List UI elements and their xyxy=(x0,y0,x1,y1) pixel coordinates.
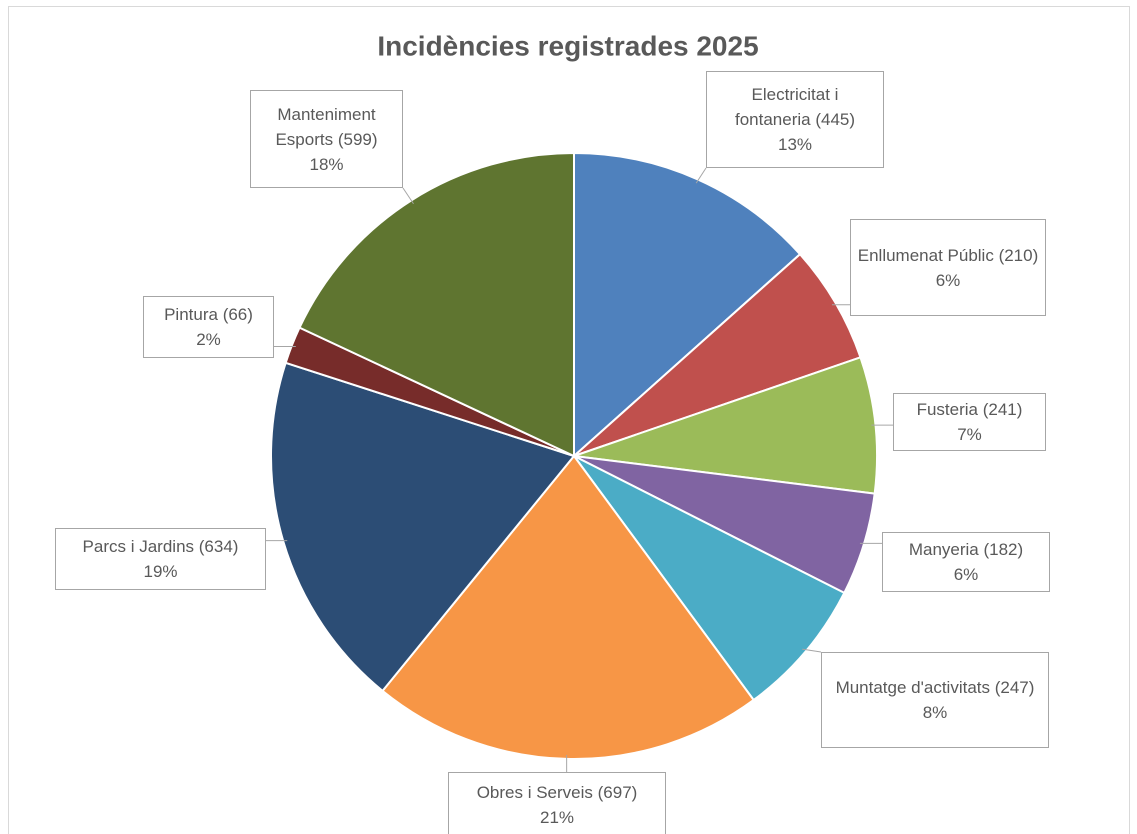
value-label: (182) xyxy=(983,540,1024,559)
leader-line xyxy=(695,167,707,184)
value-label: (66) xyxy=(222,305,253,324)
value-label: (445) xyxy=(815,110,856,129)
percent-label: 2% xyxy=(196,330,221,349)
category-name: Fusteria xyxy=(916,400,978,419)
data-label: Electricitat i fontaneria (445) 13% xyxy=(706,71,884,168)
value-label: (634) xyxy=(198,537,239,556)
value-label: (599) xyxy=(337,129,378,149)
data-label: Manteniment Esports (599) 18% xyxy=(250,90,403,188)
pie-slice xyxy=(573,455,846,702)
category-name: Pintura xyxy=(164,305,218,324)
percent-label: 13% xyxy=(777,135,813,154)
value-label: (210) xyxy=(998,245,1039,265)
category-name: Electricitat i fontaneria xyxy=(734,85,839,129)
category-name: Manteniment Esports xyxy=(275,104,376,149)
data-label: Manyeria (182) 6% xyxy=(882,532,1050,592)
label-name: Manteniment Esports (599) xyxy=(257,102,396,152)
pie-slice xyxy=(573,151,802,459)
leader-line xyxy=(802,648,822,653)
label-name: Muntatge d'activitats (247) xyxy=(836,675,1035,700)
percent-label: 6% xyxy=(953,565,979,584)
leader-line xyxy=(402,187,414,205)
data-label: Fusteria (241) 7% xyxy=(893,393,1046,451)
label-name: Enllumenat Públic (210) xyxy=(858,243,1039,268)
percent-label: 18% xyxy=(309,154,344,174)
value-label: (697) xyxy=(597,783,638,802)
category-name: Enllumenat Públic xyxy=(857,245,994,265)
data-label: Muntatge d'activitats (247) 8% xyxy=(821,652,1049,748)
category-name: Muntatge d'activitats xyxy=(835,678,990,697)
data-label: Pintura (66) 2% xyxy=(143,296,274,358)
percent-label: 7% xyxy=(957,425,982,444)
data-label: Enllumenat Públic (210) 6% xyxy=(850,219,1046,316)
label-name: Pintura (66) xyxy=(164,302,253,327)
percent-label: 21% xyxy=(539,808,575,827)
pie-slice xyxy=(573,252,862,457)
value-label: (247) xyxy=(994,678,1035,697)
data-label: Parcs i Jardins (634) 19% xyxy=(55,528,266,590)
label-name: Parcs i Jardins (634) xyxy=(83,534,239,559)
data-label: Obres i Serveis (697) 21% xyxy=(448,772,666,834)
category-name: Obres i Serveis xyxy=(476,783,593,802)
percent-label: 6% xyxy=(935,270,961,290)
value-label: (241) xyxy=(982,400,1023,419)
label-name: Electricitat i fontaneria (445) xyxy=(713,82,877,132)
category-name: Parcs i Jardins xyxy=(82,537,195,556)
label-name: Obres i Serveis (697) xyxy=(477,780,638,805)
chart-title: Incidències registrades 2025 xyxy=(377,30,758,61)
percent-label: 8% xyxy=(922,703,948,722)
percent-label: 19% xyxy=(143,562,178,581)
category-name: Manyeria xyxy=(908,540,979,559)
label-name: Manyeria (182) xyxy=(909,537,1023,562)
label-name: Fusteria (241) xyxy=(917,397,1023,422)
pie-slice xyxy=(270,361,576,693)
